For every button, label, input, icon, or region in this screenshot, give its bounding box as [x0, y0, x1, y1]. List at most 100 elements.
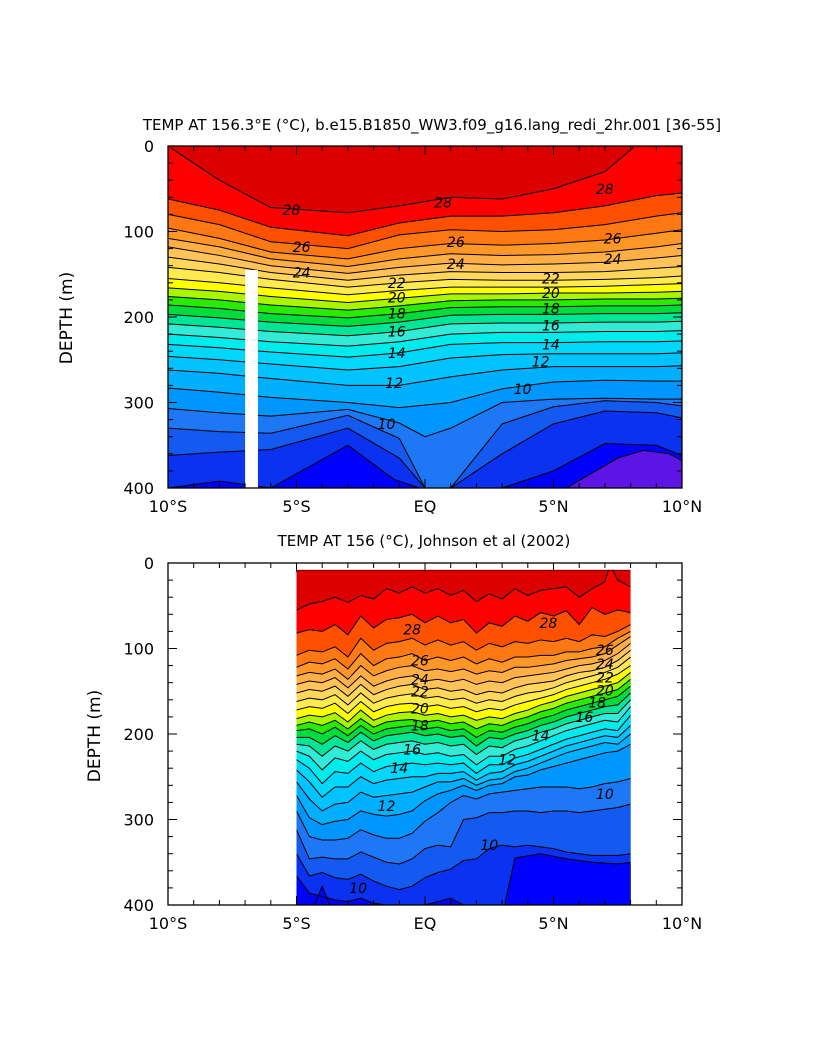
- band-below-7: [296, 875, 631, 905]
- deep-water-region: [504, 853, 631, 906]
- isotherm-26: [168, 227, 682, 260]
- contour-label: 26: [411, 653, 429, 669]
- bottom-panel-title: TEMP AT 156 (°C), Johnson et al (2002): [277, 532, 571, 550]
- contour-label: 16: [542, 319, 560, 335]
- contour-label: 10: [349, 881, 367, 897]
- isotherm-29: [170, 147, 634, 214]
- temperature-field: [296, 569, 631, 906]
- isotherm-27: [168, 212, 682, 250]
- bottom-panel-ylabel: DEPTH (m): [85, 690, 105, 782]
- contour-label: 18: [542, 301, 560, 317]
- contour-label: 12: [378, 799, 396, 815]
- contour-label: 22: [411, 684, 429, 700]
- contour-label: 14: [388, 346, 406, 362]
- x-tick-label: 5°N: [538, 914, 568, 933]
- x-tick-label: 5°N: [538, 497, 568, 516]
- contour-label: 22: [388, 276, 406, 292]
- contour-label: 24: [447, 257, 465, 273]
- contour-label: 16: [575, 710, 593, 726]
- isotherm-15: [296, 706, 631, 771]
- deep-water-region: [565, 449, 682, 488]
- isotherm-16: [296, 699, 631, 757]
- y-tick-label: 100: [123, 640, 154, 659]
- isotherm-9: [168, 400, 682, 488]
- y-tick-label: 0: [144, 137, 154, 156]
- isotherm-27: [296, 624, 631, 658]
- x-tick-label: 10°N: [662, 914, 702, 933]
- contour-label: 26: [293, 240, 311, 256]
- contour-label: 20: [542, 286, 560, 302]
- contour-label: 10: [378, 417, 396, 433]
- contour-label: 20: [388, 290, 406, 306]
- contour-label: 12: [385, 376, 403, 392]
- contour-label: 12: [532, 354, 550, 370]
- x-tick-label: EQ: [414, 914, 437, 933]
- isotherm-28: [296, 606, 631, 636]
- contour-label: 28: [596, 182, 614, 198]
- y-tick-label: 300: [123, 811, 154, 830]
- isotherm-17: [296, 692, 631, 747]
- missing-data-band: [245, 269, 258, 488]
- contour-label: 14: [532, 729, 550, 745]
- contour-label: 16: [403, 742, 421, 758]
- isotherm-22: [296, 656, 631, 706]
- contour-label: 18: [411, 718, 429, 734]
- x-tick-label: 10°S: [149, 914, 188, 933]
- top-panel-model: TEMP AT 156.3°E (°C), b.e15.B1850_WW3.f0…: [57, 116, 721, 516]
- isotherm-24: [296, 642, 631, 689]
- contour-label: 18: [388, 307, 406, 323]
- contour-label: 16: [388, 325, 406, 341]
- isotherm-10: [296, 777, 631, 841]
- isotherm-23: [168, 256, 682, 281]
- y-tick-label: 200: [123, 308, 154, 327]
- y-tick-label: 400: [123, 896, 154, 915]
- contour-label: 10: [480, 838, 498, 854]
- top-panel-title: TEMP AT 156.3°E (°C), b.e15.B1850_WW3.f0…: [142, 116, 721, 135]
- isotherm-18: [296, 685, 631, 739]
- isotherm-13: [296, 725, 631, 798]
- y-tick-label: 100: [123, 223, 154, 242]
- band-below-7: [168, 443, 682, 488]
- isotherm-7: [168, 443, 682, 488]
- isotherm-14: [296, 714, 631, 785]
- contour-label: 22: [542, 272, 560, 288]
- isotherm-8: [296, 844, 631, 891]
- contour-label: 24: [411, 672, 429, 688]
- contour-label: 20: [411, 701, 429, 717]
- contour-label: 28: [403, 623, 421, 639]
- isotherm-20: [296, 672, 631, 723]
- contour-label: 28: [539, 616, 557, 632]
- contour-label: 26: [596, 643, 614, 659]
- isotherm-11: [296, 743, 631, 826]
- contour-label: 28: [434, 195, 452, 211]
- y-tick-label: 300: [123, 394, 154, 413]
- x-tick-label: 10°N: [662, 497, 702, 516]
- contour-label: 20: [596, 683, 614, 699]
- isotherm-19: [296, 678, 631, 730]
- isotherm-28: [168, 192, 682, 237]
- isotherm-25: [168, 237, 682, 268]
- bottom-panel-observations: TEMP AT 156 (°C), Johnson et al (2002) D…: [85, 532, 702, 933]
- y-tick-label: 400: [123, 479, 154, 498]
- isotherm-26: [296, 630, 631, 670]
- x-tick-label: 5°S: [282, 914, 310, 933]
- contour-label: 24: [596, 657, 614, 673]
- contour-label: 10: [514, 382, 532, 398]
- y-tick-label: 200: [123, 725, 154, 744]
- contour-label: 28: [282, 203, 300, 219]
- isotherm-24: [168, 246, 682, 274]
- contour-label: 18: [588, 695, 606, 711]
- isotherm-9: [296, 803, 631, 865]
- contour-label: 14: [542, 337, 560, 353]
- isotherm-29: [296, 569, 631, 611]
- y-tick-label: 0: [144, 554, 154, 573]
- isotherm-12: [296, 733, 631, 812]
- contour-label: 22: [596, 671, 614, 687]
- contour-label: 10: [596, 787, 614, 803]
- isotherm-23: [296, 649, 631, 698]
- contour-label: 14: [390, 761, 408, 777]
- x-tick-label: 5°S: [282, 497, 310, 516]
- contour-label: 24: [293, 266, 311, 282]
- isotherm-21: [296, 665, 631, 715]
